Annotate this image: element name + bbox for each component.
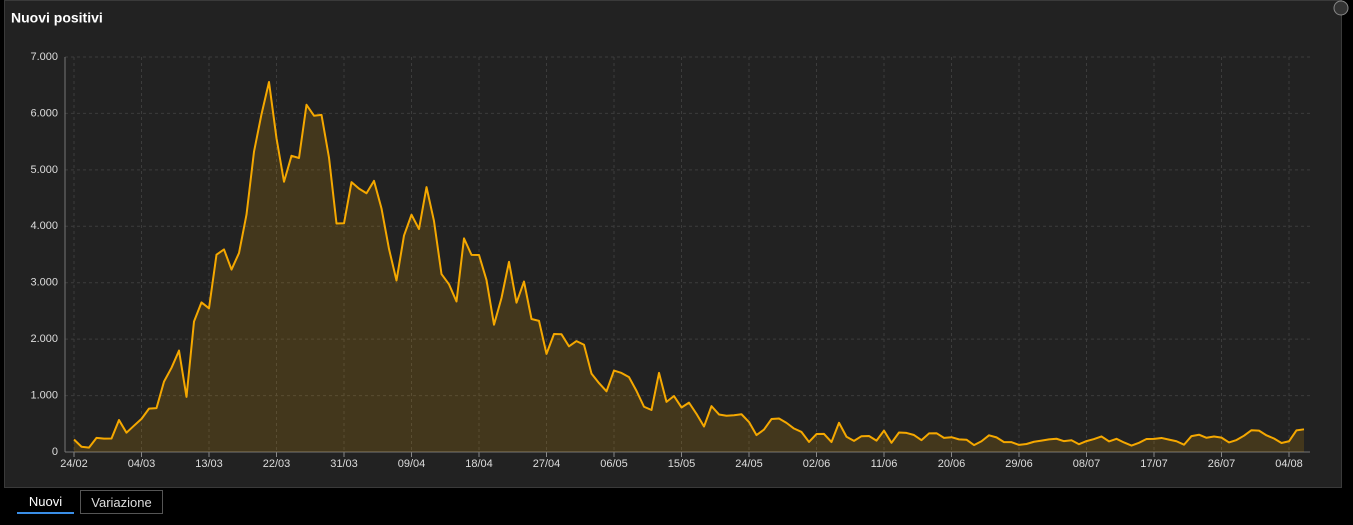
x-tick-label: 04/03 xyxy=(128,458,156,470)
y-tick-label: 7.000 xyxy=(30,51,58,63)
x-tick-label: 04/08 xyxy=(1275,458,1303,470)
area xyxy=(74,81,1304,452)
chart-title: Nuovi positivi xyxy=(11,10,103,26)
x-tick-label: 20/06 xyxy=(938,458,966,470)
x-tick-label: 24/02 xyxy=(60,458,88,470)
y-tick-label: 3.000 xyxy=(30,277,58,289)
x-tick-label: 29/06 xyxy=(1005,458,1033,470)
x-tick-label: 27/04 xyxy=(533,458,561,470)
tab[interactable]: Nuovi xyxy=(17,490,74,514)
y-tick-label: 6.000 xyxy=(30,107,58,119)
panel xyxy=(4,0,1342,488)
y-tick-label: 4.000 xyxy=(30,220,58,232)
x-tick-label: 06/05 xyxy=(600,458,628,470)
x-tick-label: 18/04 xyxy=(465,458,493,470)
y-tick-label: 0 xyxy=(52,446,58,458)
x-tick-label: 13/03 xyxy=(195,458,223,470)
x-tick-label: 22/03 xyxy=(263,458,291,470)
x-tick-label: 17/07 xyxy=(1140,458,1168,470)
x-tick-label: 09/04 xyxy=(398,458,426,470)
y-tick-label: 1.000 xyxy=(30,389,58,401)
x-tick-label: 31/03 xyxy=(330,458,358,470)
x-tick-label: 15/05 xyxy=(668,458,696,470)
tab[interactable]: Variazione xyxy=(80,490,163,514)
y-tick-label: 5.000 xyxy=(30,164,58,176)
x-tick-label: 08/07 xyxy=(1073,458,1101,470)
x-tick-label: 11/06 xyxy=(871,458,898,470)
x-tick-label: 24/05 xyxy=(735,458,763,470)
expand-button[interactable] xyxy=(1333,0,1349,16)
chart: Nuovi positivi 0 1.000 2.000 3.000 4.000 5.00… xyxy=(4,0,1349,488)
x-tick-label: 26/07 xyxy=(1208,458,1236,470)
line xyxy=(73,80,1305,449)
x-tick-label: 02/06 xyxy=(803,458,831,470)
y-tick-label: 2.000 xyxy=(30,333,58,345)
